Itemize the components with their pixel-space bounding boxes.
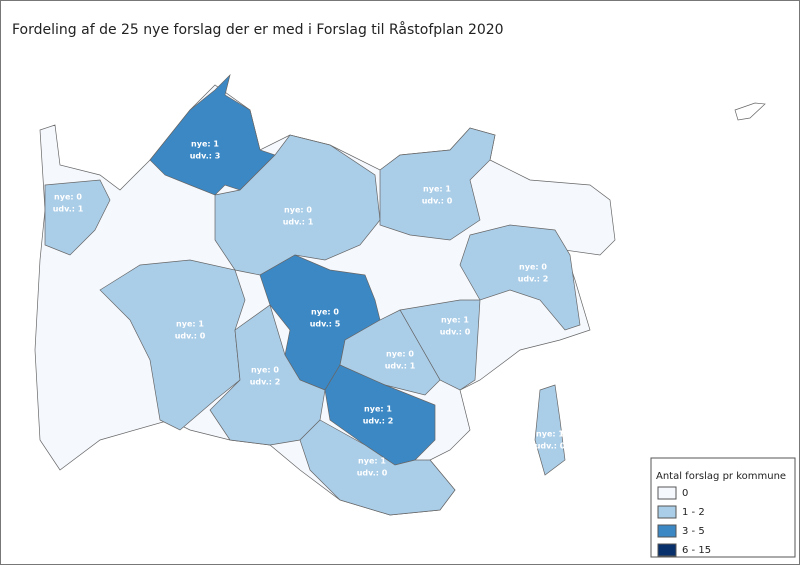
nye-label: nye: 0 — [251, 366, 279, 375]
udv-label: udv.: 5 — [310, 320, 341, 329]
udv-label: udv.: 2 — [363, 417, 394, 426]
nye-label: nye: 1 — [423, 185, 451, 194]
nye-label: nye: 1 — [536, 430, 564, 439]
nye-label: nye: 0 — [386, 350, 414, 359]
legend-swatch — [657, 543, 677, 557]
udv-label: udv.: 0 — [422, 197, 453, 206]
map-title: Fordeling af de 25 nye forslag der er me… — [12, 21, 504, 38]
udv-label: udv.: 0 — [440, 328, 471, 337]
udv-label: udv.: 0 — [535, 442, 566, 451]
udv-label: udv.: 3 — [190, 152, 221, 161]
legend-label: 6 - 15 — [682, 545, 711, 556]
nye-label: nye: 0 — [311, 308, 339, 317]
regions: nye: 1 udv.: 3 nye: 0 udv.: 1 nye: 0 udv.: 1 n… — [44, 73, 581, 516]
legend-label: 3 - 5 — [682, 526, 705, 537]
udv-label: udv.: 0 — [357, 469, 388, 478]
legend-swatch — [657, 505, 677, 519]
legend-title: Antal forslag pr kommune — [656, 471, 786, 482]
legend-label: 0 — [682, 488, 688, 499]
municipality — [149, 73, 276, 196]
legend: Antal forslag pr kommune 0 1 - 2 3 - 5 6 - … — [650, 457, 796, 558]
legend-swatch — [657, 524, 677, 538]
nye-label: nye: 0 — [54, 193, 82, 202]
island — [734, 102, 766, 121]
legend-label: 1 - 2 — [682, 507, 705, 518]
nye-label: nye: 0 — [284, 206, 312, 215]
nye-label: nye: 1 — [364, 405, 392, 414]
udv-label: udv.: 1 — [385, 362, 416, 371]
municipality — [214, 134, 381, 276]
nye-label: nye: 1 — [441, 316, 469, 325]
legend-swatch — [657, 486, 677, 500]
udv-label: udv.: 0 — [175, 332, 206, 341]
nye-label: nye: 1 — [358, 457, 386, 466]
municipality — [534, 384, 566, 476]
municipality — [324, 364, 436, 466]
udv-label: udv.: 1 — [53, 205, 84, 214]
municipality — [299, 419, 456, 516]
nye-label: nye: 1 — [176, 320, 204, 329]
udv-label: udv.: 2 — [518, 275, 549, 284]
municipality — [459, 224, 581, 331]
municipality — [44, 179, 111, 256]
udv-label: udv.: 2 — [250, 378, 281, 387]
nye-label: nye: 0 — [519, 263, 547, 272]
municipality — [379, 127, 496, 241]
nye-label: nye: 1 — [191, 140, 219, 149]
udv-label: udv.: 1 — [283, 218, 314, 227]
